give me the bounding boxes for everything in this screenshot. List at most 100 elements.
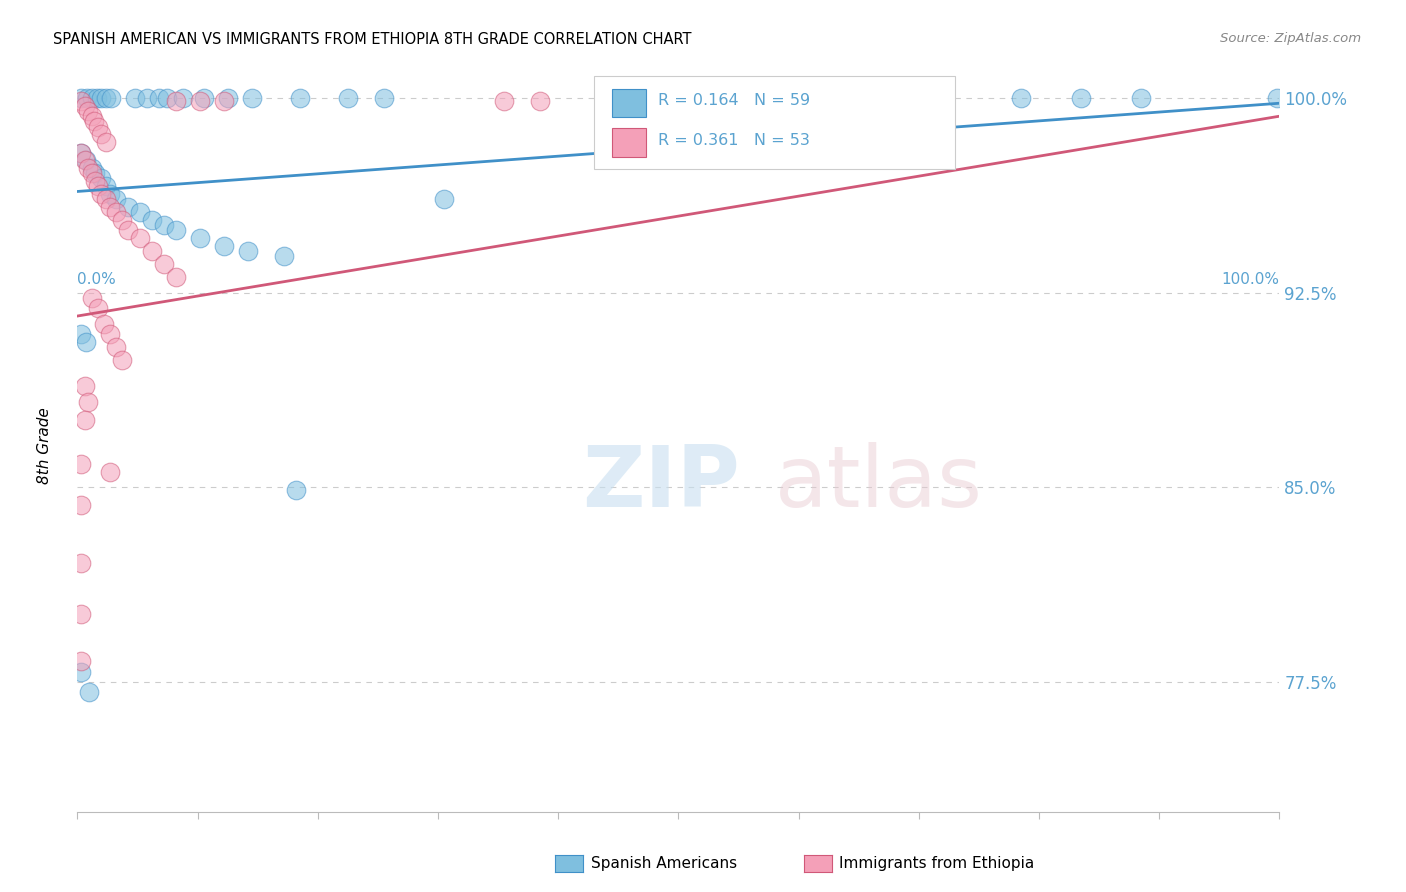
Point (96, 135, 118, 149)
Point (96, 192, 118, 206)
Text: R = 0.361   N = 53: R = 0.361 N = 53 (658, 133, 810, 148)
Point (70, 607, 93, 622)
Point (80, 91, 103, 105)
Point (104, 205, 127, 219)
Point (124, 91, 146, 105)
Point (117, 200, 139, 214)
Point (70, 499, 93, 513)
Point (273, 249, 295, 263)
Point (77, 161, 100, 175)
Point (73, 153, 96, 168)
Point (188, 231, 211, 245)
Point (70, 94, 93, 108)
Point (111, 213, 134, 227)
Point (70, 145, 93, 160)
Point (77, 103, 100, 118)
Point (96, 91, 118, 105)
Point (853, 91, 876, 105)
Point (98, 187, 121, 202)
Point (529, 94, 551, 108)
FancyBboxPatch shape (595, 76, 955, 169)
Point (83, 114, 105, 128)
Point (141, 244, 163, 259)
Point (914, 91, 936, 105)
Text: Immigrants from Ethiopia: Immigrants from Ethiopia (839, 856, 1035, 871)
Point (136, 91, 159, 105)
Point (288, 91, 311, 105)
Point (793, 91, 815, 105)
Point (73, 379, 96, 393)
Point (87, 301, 110, 316)
Point (212, 239, 235, 253)
Point (336, 91, 359, 105)
Text: 8th Grade: 8th Grade (38, 408, 52, 484)
Point (75, 153, 97, 168)
Text: atlas: atlas (775, 442, 983, 525)
Point (128, 231, 150, 245)
Text: 0.0%: 0.0% (77, 272, 117, 286)
Point (98, 200, 121, 214)
Point (70, 91, 93, 105)
Point (80, 166, 103, 180)
Point (70, 556, 93, 570)
Point (77, 394, 100, 409)
FancyBboxPatch shape (612, 89, 645, 117)
Point (80, 291, 103, 305)
Point (111, 353, 134, 368)
Point (86, 91, 108, 105)
Point (84, 166, 107, 180)
Point (70, 327, 93, 342)
Point (1265, 91, 1288, 105)
Point (217, 91, 239, 105)
Point (153, 218, 176, 232)
Point (148, 91, 170, 105)
Point (73, 99, 96, 113)
Text: Source: ZipAtlas.com: Source: ZipAtlas.com (1220, 32, 1361, 45)
Point (373, 91, 395, 105)
Point (165, 223, 187, 237)
Point (87, 120, 110, 134)
Point (76, 91, 98, 105)
Point (104, 340, 127, 354)
Point (93, 317, 115, 331)
Point (193, 91, 215, 105)
Point (100, 91, 122, 105)
Point (90, 91, 112, 105)
Text: 100.0%: 100.0% (1222, 272, 1279, 286)
Text: Spanish Americans: Spanish Americans (591, 856, 737, 871)
Point (70, 457, 93, 471)
Point (98, 327, 121, 342)
Text: SPANISH AMERICAN VS IMMIGRANTS FROM ETHIOPIA 8TH GRADE CORRELATION CHART: SPANISH AMERICAN VS IMMIGRANTS FROM ETHI… (53, 32, 692, 47)
Point (240, 91, 263, 105)
Point (165, 94, 187, 108)
Point (75, 334, 97, 349)
Point (1070, 91, 1092, 105)
Point (141, 213, 163, 227)
Point (79, 685, 101, 699)
Point (212, 94, 235, 108)
Point (153, 257, 176, 271)
Point (73, 413, 96, 427)
Point (80, 161, 103, 175)
Point (165, 270, 187, 285)
Point (80, 109, 103, 123)
Point (90, 187, 112, 202)
Point (433, 192, 456, 206)
Point (70, 145, 93, 160)
Point (90, 128, 112, 142)
Point (285, 483, 308, 497)
Text: R = 0.164   N = 59: R = 0.164 N = 59 (658, 94, 810, 109)
Point (87, 179, 110, 194)
Point (104, 192, 127, 206)
Point (96, 179, 118, 194)
Point (128, 205, 150, 219)
Text: ZIP: ZIP (582, 442, 740, 525)
Point (494, 94, 516, 108)
Point (1130, 91, 1153, 105)
Point (98, 465, 121, 479)
Point (117, 223, 139, 237)
Point (1010, 91, 1032, 105)
Point (70, 654, 93, 668)
Point (172, 91, 194, 105)
Point (70, 665, 93, 679)
